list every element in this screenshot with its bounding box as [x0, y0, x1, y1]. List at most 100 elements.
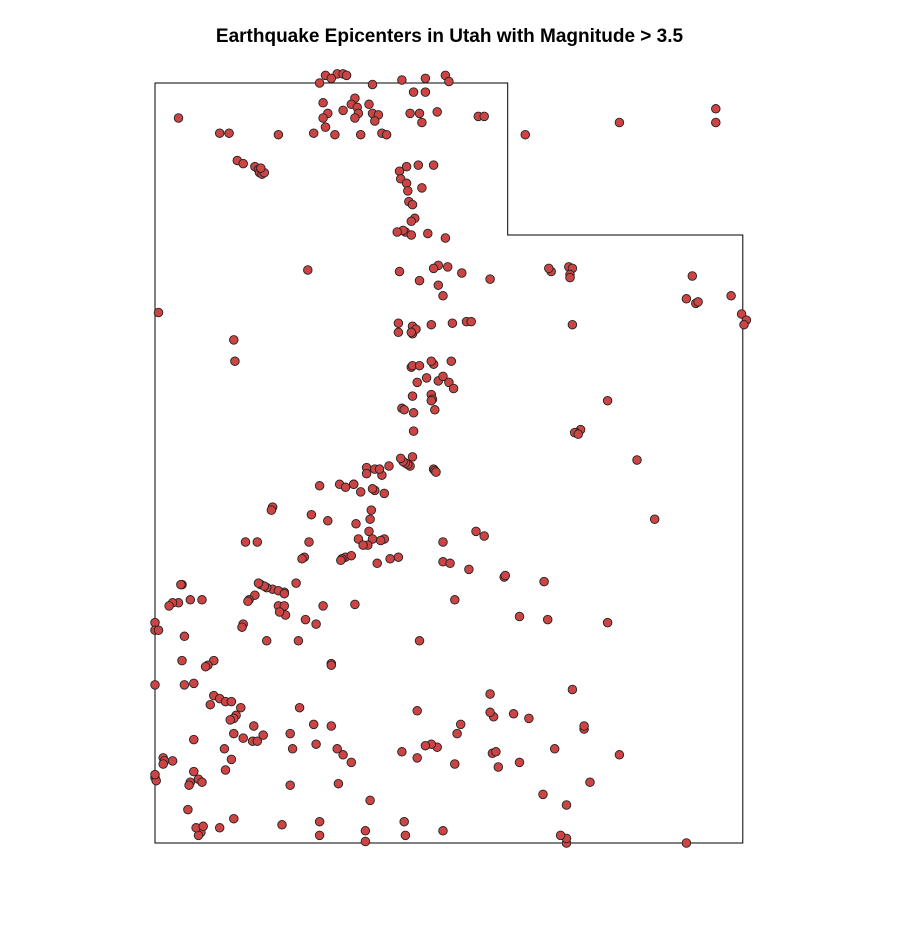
epicenter-point: [457, 268, 467, 278]
epicenter-point: [432, 107, 442, 117]
epicenter-point: [394, 266, 405, 277]
epicenter-point: [681, 838, 692, 848]
epicenter-point: [430, 405, 440, 415]
epicenter-point: [236, 702, 246, 713]
epicenter-point: [252, 537, 263, 547]
epicenter-point: [491, 747, 501, 757]
epicenter-point: [739, 319, 749, 330]
epicenter-point: [375, 535, 386, 546]
epicenter-point: [311, 619, 321, 629]
epicenter-point: [240, 537, 251, 547]
epicenter-point: [614, 750, 625, 760]
epicenter-point: [355, 129, 366, 140]
epicenter-point: [224, 128, 234, 138]
epicenter-point: [414, 108, 425, 119]
epicenter-point: [318, 98, 328, 108]
epicenter-point: [258, 730, 268, 740]
epicenter-point: [455, 719, 466, 730]
epicenter-point: [361, 468, 372, 479]
epicenter-point: [406, 216, 417, 227]
epicenter-point: [185, 595, 196, 605]
epicenter-point: [693, 297, 703, 307]
epicenter-point: [252, 736, 263, 746]
epicenter-point: [520, 129, 531, 140]
epicenter-point: [308, 719, 319, 730]
epicenter-point: [358, 540, 368, 550]
epicenter-point: [649, 514, 660, 524]
epicenter-point: [412, 753, 422, 763]
epicenter-point: [381, 129, 392, 140]
epicenter-point: [614, 117, 625, 128]
epicenter-point: [285, 780, 295, 790]
epicenter-point: [314, 78, 325, 88]
epicenter-point: [279, 588, 290, 599]
epicenter-point: [367, 79, 378, 90]
epicenter-point: [367, 484, 378, 494]
epicenter-point: [414, 636, 425, 646]
epicenter-point: [565, 272, 575, 283]
epicenter-point: [333, 778, 344, 789]
epicenter-point: [314, 830, 325, 841]
epicenter-point: [243, 596, 253, 607]
epicenter-point: [318, 601, 328, 611]
epicenter-point: [379, 488, 390, 499]
epicenter-point: [447, 318, 458, 328]
epicenter-point: [426, 395, 437, 406]
epicenter-point: [399, 405, 409, 415]
epicenter-point: [153, 625, 164, 635]
epicenter-point: [446, 356, 457, 366]
epicenter-point: [360, 836, 371, 847]
epicenter-point: [485, 274, 495, 284]
epicenter-point: [287, 744, 298, 754]
epicenter-point: [338, 750, 348, 760]
epicenter-point: [184, 780, 194, 790]
epicenter-point: [330, 129, 340, 140]
epicenter-point: [346, 550, 357, 561]
epicenter-point: [385, 554, 395, 564]
epicenter-point: [561, 800, 572, 810]
epicenter-point: [225, 715, 235, 725]
epicenter-point: [360, 826, 371, 836]
epicenter-point: [433, 280, 444, 290]
epicenter-point: [602, 617, 613, 628]
epicenter-point: [214, 823, 225, 833]
epicenter-point: [412, 706, 422, 716]
epicenter-point: [320, 122, 331, 132]
epicenter-point: [150, 769, 160, 780]
epicenter-point: [365, 514, 375, 524]
epicenter-point: [421, 373, 432, 383]
epicenter-point: [350, 599, 360, 610]
epicenter-point: [261, 636, 272, 646]
epicenter-point: [237, 622, 247, 632]
epicenter-point: [438, 371, 448, 382]
epicenter-point: [406, 230, 417, 240]
epicenter-point: [420, 740, 431, 751]
epicenter-point: [266, 505, 277, 515]
epicenter-point: [524, 713, 534, 724]
epicenter-point: [408, 408, 419, 418]
epicenter-point: [413, 160, 424, 170]
epicenter-point: [348, 479, 359, 490]
epicenter-point: [229, 728, 239, 739]
epicenter-point: [311, 739, 321, 749]
epicenter-point: [479, 531, 489, 541]
epicenter-point: [407, 452, 418, 462]
epicenter-point: [164, 601, 174, 611]
epicenter-point: [197, 777, 207, 787]
epicenter-point: [479, 111, 489, 122]
epicenter-point: [189, 766, 199, 777]
epicenter-point: [189, 678, 199, 689]
epicenter-point: [417, 117, 427, 128]
epicenter-point: [205, 699, 216, 710]
epicenter-point: [326, 660, 337, 670]
epicenter-point: [403, 186, 413, 196]
epicenter-point: [423, 228, 433, 239]
epicenter-point: [304, 537, 314, 547]
epicenter-point: [464, 564, 474, 575]
epicenter-point: [414, 360, 425, 371]
epicenter-point: [167, 756, 178, 766]
epicenter-point: [406, 327, 417, 338]
epicenter-point: [366, 505, 377, 515]
epicenter-point: [579, 721, 589, 731]
epicenter-point: [197, 595, 207, 605]
